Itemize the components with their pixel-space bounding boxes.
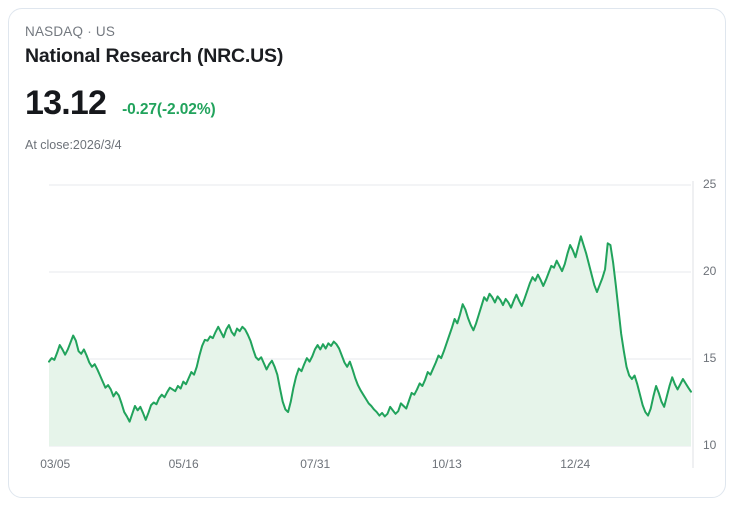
page-title: National Research (NRC.US) [25,45,284,67]
y-axis-tick: 20 [703,264,717,278]
y-axis-tick: 15 [703,351,717,365]
x-axis-tick: 10/13 [432,457,462,471]
quote-header: NASDAQ · US National Research (NRC.US) [25,23,625,69]
region-label: US [95,24,116,39]
y-axis-tick: 25 [703,177,717,191]
price-chart[interactable]: 25 20 15 10 03/05 05/16 07/31 10/13 12/24 [9,167,727,487]
price-area-fill [49,236,691,446]
exchange-name: NASDAQ [25,24,84,39]
x-axis-tick: 03/05 [40,457,70,471]
price-change: -0.27(-2.02%) [122,101,216,118]
price-row: 13.12 -0.27(-2.02%) [25,83,216,123]
x-axis-labels: 03/05 05/16 07/31 10/13 12/24 [40,457,590,471]
x-axis-tick: 12/24 [560,457,590,471]
separator-dot: · [87,24,92,39]
price-chart-svg[interactable]: 25 20 15 10 03/05 05/16 07/31 10/13 12/24 [9,167,736,487]
x-axis-tick: 05/16 [169,457,199,471]
close-info: At close:2026/3/4 [25,138,122,152]
y-axis-tick: 10 [703,438,717,452]
exchange-row: NASDAQ · US [25,23,625,41]
price-value: 13.12 [25,84,107,122]
price-line [48,235,692,423]
y-axis-labels: 25 20 15 10 [703,177,717,452]
quote-card: NASDAQ · US National Research (NRC.US) 13.… [8,8,726,498]
x-axis-tick: 07/31 [300,457,330,471]
